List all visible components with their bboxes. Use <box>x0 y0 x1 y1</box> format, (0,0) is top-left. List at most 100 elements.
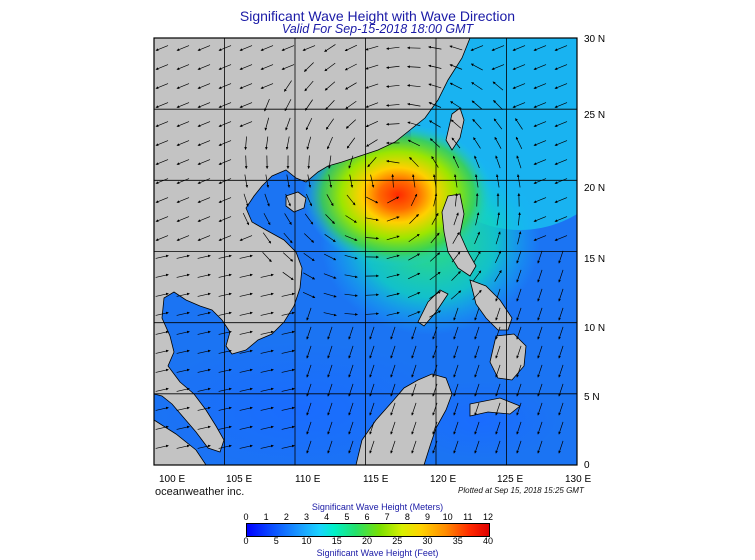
wave-direction-arrow <box>516 326 522 340</box>
wave-direction-arrow <box>449 82 462 90</box>
wave-direction-arrow <box>554 178 568 184</box>
wave-direction-arrow <box>495 345 501 359</box>
wave-direction-arrow <box>452 155 460 169</box>
wave-direction-arrow <box>197 444 211 449</box>
lat-label: 10 N <box>584 323 605 334</box>
wave-direction-arrow <box>218 216 232 222</box>
wave-direction-arrow <box>155 140 169 146</box>
wave-direction-arrow <box>558 345 564 359</box>
wave-direction-arrow <box>429 271 441 281</box>
wave-direction-arrow <box>176 197 190 203</box>
wave-direction-arrow <box>390 326 396 340</box>
wave-direction-arrow <box>155 216 169 222</box>
wave-direction-arrow <box>409 214 419 224</box>
colorbar-feet-tick: 25 <box>392 536 403 546</box>
wave-direction-arrow <box>428 45 442 50</box>
wave-direction-arrow <box>472 118 482 130</box>
wave-direction-arrow <box>365 102 379 108</box>
wave-direction-arrow <box>155 292 169 297</box>
wave-direction-arrow <box>558 364 564 378</box>
wave-direction-arrow <box>176 292 190 297</box>
wave-direction-arrow <box>155 273 169 278</box>
wave-direction-arrow <box>554 216 568 222</box>
wave-direction-arrow <box>304 62 314 72</box>
wave-direction-arrow <box>475 212 480 226</box>
wave-direction-arrow <box>323 312 337 317</box>
wave-direction-arrow <box>533 140 547 146</box>
wave-direction-arrow <box>306 345 312 359</box>
wave-direction-arrow <box>239 254 253 259</box>
wave-direction-arrow <box>516 345 522 359</box>
wave-direction-arrow <box>282 252 294 262</box>
wave-direction-arrow <box>369 421 375 435</box>
wave-direction-arrow <box>176 330 190 335</box>
wave-direction-arrow <box>218 121 232 127</box>
wave-direction-arrow <box>197 387 211 392</box>
wave-direction-arrow <box>558 307 564 321</box>
wave-direction-arrow <box>386 103 400 107</box>
wave-direction-arrow <box>366 139 378 147</box>
wave-direction-arrow <box>411 440 417 454</box>
wave-direction-arrow <box>386 46 400 50</box>
wave-direction-arrow <box>365 236 379 240</box>
wave-direction-arrow <box>386 216 400 222</box>
wave-direction-arrow <box>197 178 211 184</box>
lat-label: 25 N <box>584 110 605 121</box>
wave-direction-arrow <box>324 234 336 242</box>
colorbar-feet-tick: 20 <box>361 536 373 546</box>
wave-direction-arrow <box>303 272 316 280</box>
wave-direction-arrow <box>239 425 253 430</box>
wave-direction-arrow <box>369 345 375 359</box>
wave-direction-arrow <box>197 311 211 316</box>
wave-direction-arrow <box>493 118 503 130</box>
wave-direction-arrow <box>449 45 463 51</box>
wave-direction-arrow <box>369 326 375 340</box>
wave-direction-arrow <box>453 174 458 188</box>
wave-direction-arrow <box>265 174 270 188</box>
wave-direction-arrow <box>218 235 232 241</box>
wave-direction-arrow <box>218 368 232 373</box>
wave-direction-arrow <box>348 345 354 359</box>
wave-direction-arrow <box>558 250 564 264</box>
land-asia-mainland <box>154 38 471 453</box>
wave-direction-arrow <box>281 311 295 316</box>
wave-direction-arrow <box>324 44 336 52</box>
wave-direction-arrow <box>470 63 483 71</box>
wave-direction-arrow <box>305 118 313 131</box>
wave-direction-arrow <box>369 440 375 454</box>
wave-direction-arrow <box>474 231 480 245</box>
wave-direction-arrow <box>176 178 190 184</box>
wave-direction-arrow <box>218 292 232 297</box>
wave-direction-arrow <box>495 421 501 435</box>
oceanweather-credit: oceanweather inc. <box>155 486 245 498</box>
wave-direction-arrow <box>328 155 332 169</box>
wave-direction-arrow <box>176 368 190 373</box>
wave-direction-arrow <box>345 215 357 223</box>
wave-direction-arrow <box>244 155 248 169</box>
wave-direction-arrow <box>176 121 190 127</box>
wave-direction-arrow <box>348 421 354 435</box>
wave-direction-arrow <box>408 233 420 243</box>
wave-direction-arrow <box>243 193 249 207</box>
wave-direction-arrow <box>155 406 169 411</box>
wave-direction-arrow <box>512 64 526 70</box>
latitude-labels: 30 N 25 N 20 N 15 N 10 N 5 N 0 <box>584 34 605 471</box>
wave-direction-arrow <box>327 136 333 150</box>
wave-direction-arrow <box>533 159 547 165</box>
wave-direction-arrow <box>390 364 396 378</box>
wave-direction-arrow <box>512 83 526 89</box>
wave-direction-arrow <box>345 100 357 110</box>
wave-direction-arrow <box>155 387 169 392</box>
wave-direction-arrow <box>286 174 291 188</box>
wave-direction-arrow <box>450 119 462 129</box>
wave-direction-arrow <box>260 311 274 316</box>
wave-direction-arrow <box>453 326 459 340</box>
wave-direction-arrow <box>348 326 354 340</box>
wave-direction-arrow <box>285 117 291 131</box>
land-borneo <box>355 373 453 465</box>
wave-direction-arrow <box>239 45 253 51</box>
wave-direction-arrow <box>155 349 169 354</box>
wave-direction-arrow <box>475 193 479 207</box>
wave-direction-arrow <box>348 155 354 169</box>
wave-direction-arrow <box>453 345 459 359</box>
